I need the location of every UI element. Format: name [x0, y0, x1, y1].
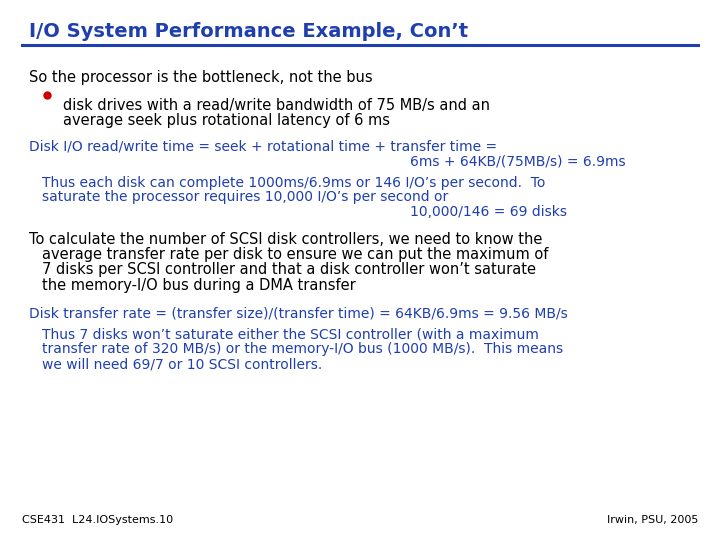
Text: transfer rate of 320 MB/s) or the memory-I/O bus (1000 MB/s).  This means: transfer rate of 320 MB/s) or the memory…: [42, 342, 563, 356]
Text: Disk transfer rate = (transfer size)/(transfer time) = 64KB/6.9ms = 9.56 MB/s: Disk transfer rate = (transfer size)/(tr…: [29, 307, 567, 321]
Text: Thus 7 disks won’t saturate either the SCSI controller (with a maximum: Thus 7 disks won’t saturate either the S…: [42, 328, 539, 342]
Text: saturate the processor requires 10,000 I/O’s per second or: saturate the processor requires 10,000 I…: [42, 190, 448, 204]
Text: disk drives with a read/write bandwidth of 75 MB/s and an: disk drives with a read/write bandwidth …: [63, 98, 490, 113]
Text: CSE431  L24.IOSystems.10: CSE431 L24.IOSystems.10: [22, 515, 173, 525]
Text: 10,000/146 = 69 disks: 10,000/146 = 69 disks: [410, 205, 567, 219]
Text: Thus each disk can complete 1000ms/6.9ms or 146 I/O’s per second.  To: Thus each disk can complete 1000ms/6.9ms…: [42, 176, 545, 190]
Text: Disk I/O read/write time = seek + rotational time + transfer time =: Disk I/O read/write time = seek + rotati…: [29, 139, 497, 153]
Text: the memory-I/O bus during a DMA transfer: the memory-I/O bus during a DMA transfer: [42, 278, 356, 293]
Text: 6ms + 64KB/(75MB/s) = 6.9ms: 6ms + 64KB/(75MB/s) = 6.9ms: [410, 154, 626, 168]
Text: 7 disks per SCSI controller and that a disk controller won’t saturate: 7 disks per SCSI controller and that a d…: [42, 262, 536, 278]
Text: average transfer rate per disk to ensure we can put the maximum of: average transfer rate per disk to ensure…: [42, 247, 548, 262]
Text: we will need 69/7 or 10 SCSI controllers.: we will need 69/7 or 10 SCSI controllers…: [42, 357, 322, 372]
Text: average seek plus rotational latency of 6 ms: average seek plus rotational latency of …: [63, 113, 390, 129]
Text: To calculate the number of SCSI disk controllers, we need to know the: To calculate the number of SCSI disk con…: [29, 232, 542, 247]
Text: I/O System Performance Example, Con’t: I/O System Performance Example, Con’t: [29, 22, 468, 40]
Text: Irwin, PSU, 2005: Irwin, PSU, 2005: [607, 515, 698, 525]
Text: So the processor is the bottleneck, not the bus: So the processor is the bottleneck, not …: [29, 70, 372, 85]
